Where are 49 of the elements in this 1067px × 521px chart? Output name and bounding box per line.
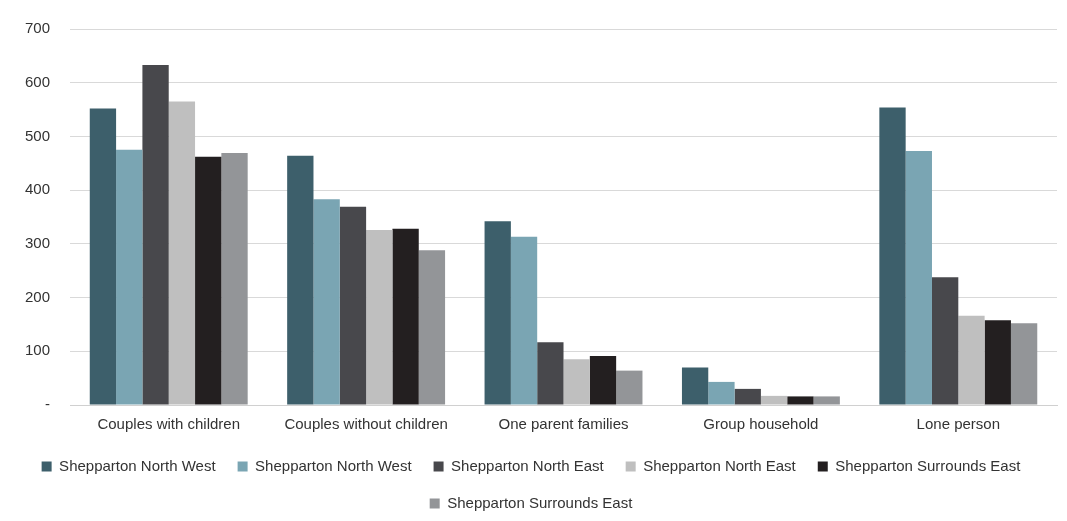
bar bbox=[905, 150, 932, 405]
bar bbox=[1010, 323, 1038, 405]
bar bbox=[681, 367, 709, 405]
bar bbox=[142, 64, 169, 405]
bar bbox=[616, 370, 643, 405]
x-tick-label: One parent families bbox=[498, 415, 629, 433]
bar bbox=[287, 155, 314, 405]
bar bbox=[984, 320, 1011, 405]
bar bbox=[760, 395, 788, 405]
y-tick-label: 200 bbox=[25, 287, 51, 305]
bar bbox=[537, 342, 564, 405]
x-tick-label: Couples with children bbox=[97, 415, 241, 433]
legend-label: Shepparton North East bbox=[643, 456, 797, 474]
bar bbox=[168, 101, 196, 405]
bar bbox=[116, 149, 143, 405]
bar bbox=[89, 108, 117, 405]
y-tick-label: - bbox=[45, 395, 51, 413]
bar bbox=[339, 206, 367, 405]
legend-label: Shepparton North East bbox=[451, 456, 605, 474]
y-tick-label: 100 bbox=[25, 341, 51, 359]
bar bbox=[563, 359, 590, 405]
legend-label: Shepparton Surrounds East bbox=[835, 456, 1022, 474]
x-tick-label: Couples without children bbox=[284, 415, 448, 433]
bar bbox=[221, 153, 248, 405]
bar bbox=[195, 156, 222, 405]
bar bbox=[392, 228, 419, 405]
bar bbox=[958, 315, 985, 405]
bar bbox=[931, 277, 959, 405]
bar bbox=[813, 396, 840, 405]
bar bbox=[708, 381, 735, 405]
x-tick-label: Lone person bbox=[916, 415, 1001, 433]
y-tick-label: 700 bbox=[25, 19, 51, 37]
bar bbox=[589, 356, 617, 405]
y-tick-label: 500 bbox=[25, 126, 51, 144]
y-tick-label: 300 bbox=[25, 234, 51, 251]
bar bbox=[484, 221, 511, 405]
bar bbox=[510, 236, 538, 405]
bar bbox=[879, 107, 906, 405]
legend-label: Shepparton North West bbox=[255, 456, 413, 474]
bar bbox=[418, 250, 446, 405]
bar bbox=[734, 388, 761, 405]
bar bbox=[366, 229, 393, 405]
x-tick-label: Group household bbox=[703, 415, 819, 433]
y-tick-label: 600 bbox=[25, 72, 51, 90]
legend-label: Shepparton North West bbox=[59, 456, 217, 474]
y-tick-label: 400 bbox=[25, 180, 51, 198]
bar bbox=[787, 396, 814, 405]
legend-label: Shepparton Surrounds East bbox=[447, 493, 634, 511]
bar bbox=[313, 199, 340, 405]
